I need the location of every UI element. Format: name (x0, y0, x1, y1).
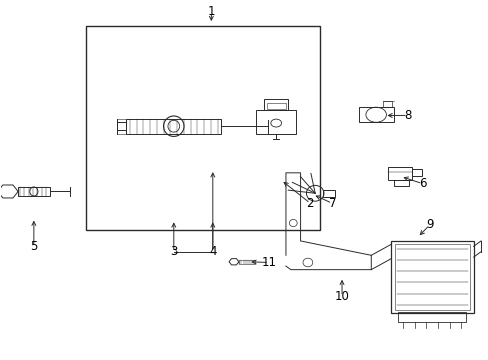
Bar (393, 180, 407, 186)
Bar (18, 187, 49, 196)
Bar (383, 101, 391, 107)
Bar (256, 110, 296, 134)
Bar (390, 241, 473, 313)
Bar (411, 169, 422, 176)
Bar (238, 260, 255, 264)
Bar (387, 167, 411, 180)
Text: 2: 2 (306, 197, 313, 210)
Bar (323, 190, 334, 197)
Text: 4: 4 (209, 245, 216, 258)
Bar (264, 99, 287, 110)
Text: 6: 6 (418, 177, 426, 190)
Text: 1: 1 (207, 5, 215, 18)
Bar (126, 119, 221, 134)
Text: 8: 8 (404, 109, 411, 122)
Bar (266, 103, 285, 109)
Text: 7: 7 (328, 197, 335, 210)
Bar (397, 312, 466, 321)
Text: 10: 10 (334, 290, 349, 303)
Text: 9: 9 (425, 218, 433, 231)
Bar (394, 244, 469, 310)
Bar (86, 26, 320, 230)
Bar (358, 107, 393, 122)
Text: 5: 5 (30, 240, 38, 253)
Bar (117, 119, 126, 134)
Text: 11: 11 (261, 256, 276, 269)
Text: 3: 3 (170, 245, 177, 258)
